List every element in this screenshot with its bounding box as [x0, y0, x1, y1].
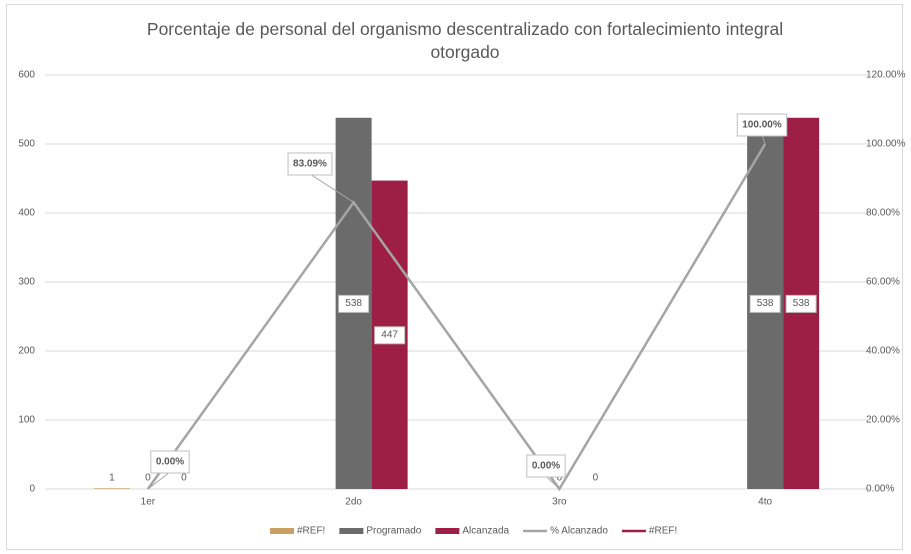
leader-line [309, 173, 354, 203]
line-data-label: 0.00% [532, 461, 560, 472]
data-label: 0 [181, 473, 187, 484]
x-tick-label: 3ro [552, 497, 567, 508]
y-tick-label: 600 [18, 70, 35, 81]
y2-tick-label: 100.00% [866, 139, 906, 150]
data-label: 538 [757, 298, 774, 309]
line-data-label-box [526, 454, 566, 478]
y-tick-label: 200 [18, 346, 35, 357]
line-data-label: 100.00% [742, 120, 782, 131]
data-label-box [749, 294, 781, 313]
y-tick-label: 100 [18, 415, 35, 426]
x-tick-label: 1er [141, 497, 156, 508]
x-tick-label: 2do [345, 497, 362, 508]
y2-tick-label: 60.00% [866, 277, 900, 288]
line-data-label-box [150, 450, 190, 474]
y-tick-label: 0 [29, 484, 35, 495]
data-label: 538 [345, 298, 362, 309]
data-label: 447 [381, 329, 398, 340]
legend-swatch [270, 528, 294, 534]
data-label: 538 [793, 298, 810, 309]
legend-label: Programado [366, 526, 421, 537]
y2-tick-label: 40.00% [866, 346, 900, 357]
bar [93, 488, 130, 489]
leader-line [147, 471, 171, 490]
data-label: 1 [109, 473, 115, 484]
x-tick-label: 4to [758, 497, 772, 508]
leader-line [545, 475, 560, 490]
data-label-box [785, 294, 817, 313]
line [146, 143, 767, 492]
data-label: 0 [593, 473, 599, 484]
y2-tick-label: 120.00% [866, 70, 906, 81]
legend-label: #REF! [649, 526, 677, 537]
legend-label: #REF! [297, 526, 325, 537]
data-label-box [374, 326, 406, 345]
data-label-box [338, 294, 370, 313]
data-label: 0 [145, 473, 151, 484]
y-tick-label: 400 [18, 208, 35, 219]
chart-title: Porcentaje de personal del organismo des… [146, 19, 784, 62]
y2-tick-label: 0.00% [866, 484, 894, 495]
y2-tick-label: 20.00% [866, 415, 900, 426]
y2-tick-label: 80.00% [866, 208, 900, 219]
legend-swatch [435, 528, 460, 534]
line-data-label-box [287, 152, 333, 176]
y-tick-label: 500 [18, 139, 35, 150]
legend-label: Alcanzada [462, 526, 509, 537]
line-data-label-box [736, 113, 788, 137]
line-data-label: 0.00% [156, 457, 184, 468]
chart-frame [6, 4, 903, 550]
y-tick-label: 300 [18, 277, 35, 288]
legend-label: % Alcanzado [550, 526, 608, 537]
line-data-label: 83.09% [293, 159, 327, 170]
legend-swatch [339, 528, 364, 534]
data-label: 0 [557, 473, 563, 484]
